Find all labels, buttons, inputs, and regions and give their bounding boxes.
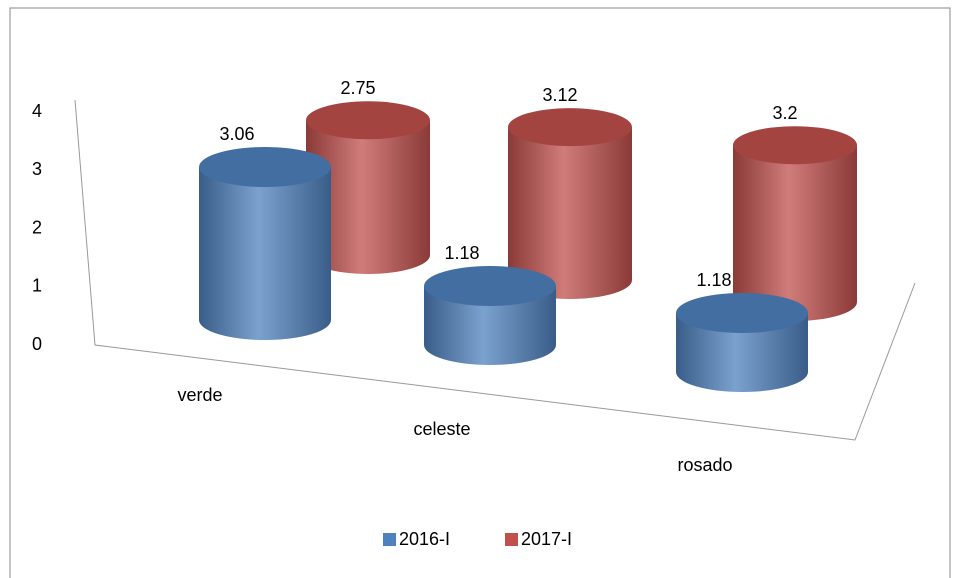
floor — [74, 99, 916, 441]
y-tick-label: 3 — [32, 159, 42, 179]
cylinder-body — [424, 286, 556, 365]
x-tick-label: verde — [177, 385, 222, 405]
y-tick-label: 1 — [32, 276, 42, 296]
cylinder — [508, 108, 632, 300]
cylinder-body — [508, 127, 632, 300]
x-tick-label: rosado — [677, 455, 732, 475]
legend-label: 2017-I — [521, 529, 572, 549]
y-tick-label: 2 — [32, 217, 42, 237]
cylinder-body — [306, 120, 430, 274]
cylinder — [733, 126, 857, 321]
cylinder-top — [424, 266, 556, 306]
y-tick-label: 4 — [32, 101, 42, 121]
data-label: 3.2 — [772, 103, 797, 123]
cylinder-top — [199, 147, 331, 187]
y-tick-label: 0 — [32, 334, 42, 354]
cylinder-body — [676, 313, 808, 392]
cylinder-top — [306, 101, 430, 140]
legend-swatch — [383, 533, 396, 546]
data-label: 1.18 — [696, 270, 731, 290]
cylinder-top — [508, 108, 632, 147]
legend-label: 2016-I — [399, 529, 450, 549]
cylinder — [424, 266, 556, 365]
cylinder — [306, 101, 430, 274]
cylinder-top — [733, 126, 857, 165]
cylinder — [676, 293, 808, 392]
x-tick-label: celeste — [413, 419, 470, 439]
cylinder — [199, 147, 331, 340]
cylinder-body — [199, 167, 331, 340]
legend-swatch — [505, 533, 518, 546]
cylinder-body — [733, 145, 857, 321]
data-label: 3.12 — [542, 85, 577, 105]
data-label: 1.18 — [444, 243, 479, 263]
cylinder-top — [676, 293, 808, 333]
data-label: 3.06 — [219, 124, 254, 144]
data-label: 2.75 — [340, 78, 375, 98]
